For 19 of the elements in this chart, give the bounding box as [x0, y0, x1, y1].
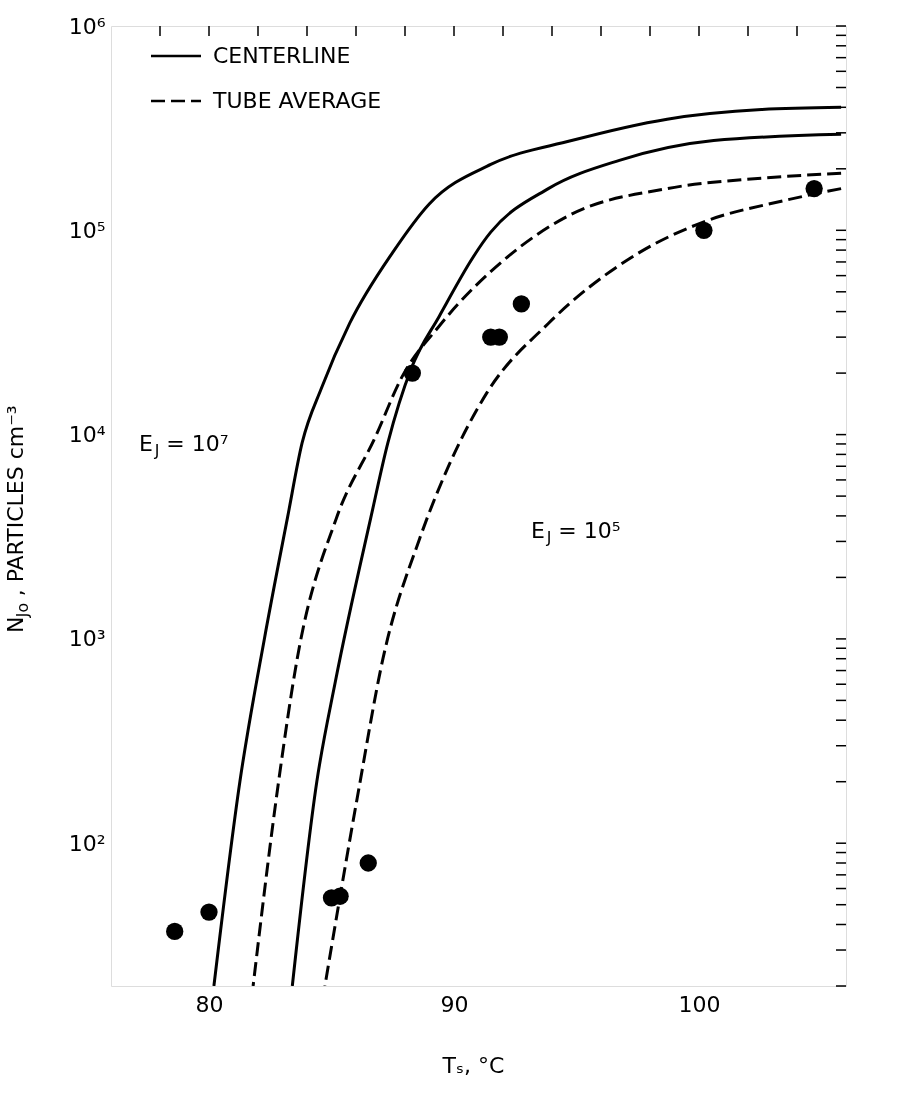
x-axis-title: Tₛ, °C	[441, 1053, 505, 1078]
y-tick-label: 10⁵	[68, 217, 106, 243]
point	[200, 903, 218, 921]
y-tick-label: 10⁴	[68, 422, 106, 448]
y-tick-label: 10²	[68, 830, 106, 856]
point	[805, 179, 823, 198]
x-tick-label: 100	[678, 991, 721, 1017]
legend-label: TUBE AVERAGE	[212, 88, 382, 113]
point	[166, 922, 184, 941]
legend-label: CENTERLINE	[213, 43, 351, 68]
y-axis-title: NJo, PARTICLES cm⁻³	[3, 405, 32, 634]
x-tick-label: 90	[440, 991, 469, 1017]
x-tick-label: 80	[195, 991, 224, 1017]
y-tick-label: 10⁶	[68, 13, 106, 39]
point	[403, 364, 422, 382]
point	[512, 295, 531, 313]
point	[359, 854, 377, 872]
y-tick-label: 10³	[68, 626, 106, 652]
point	[695, 221, 713, 239]
